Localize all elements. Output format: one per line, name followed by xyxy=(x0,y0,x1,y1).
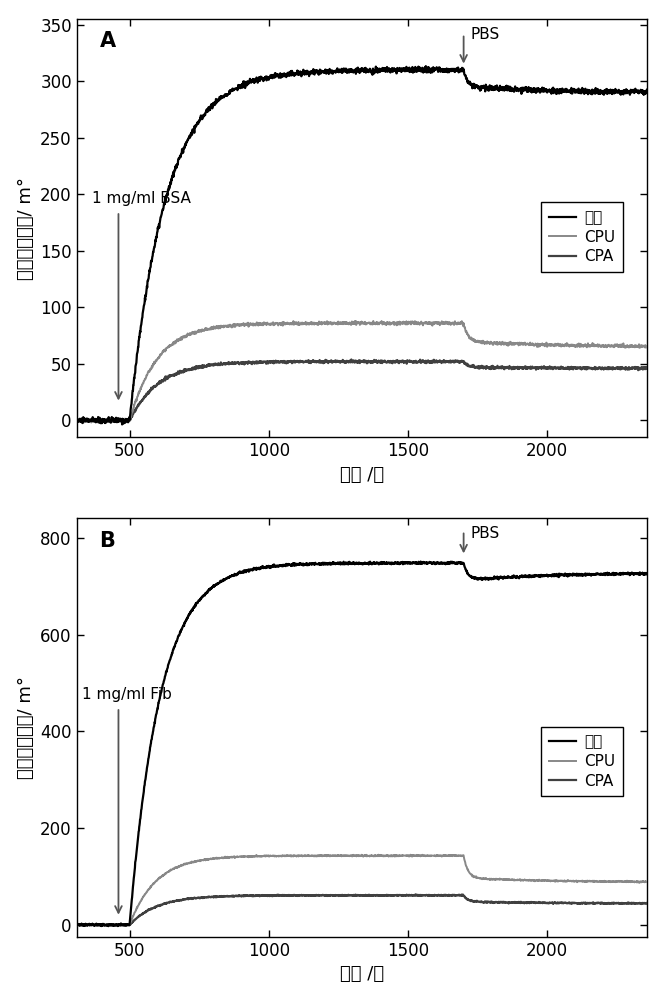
Text: 1 mg/ml Fib: 1 mg/ml Fib xyxy=(82,687,172,702)
Text: B: B xyxy=(100,531,116,551)
Text: PBS: PBS xyxy=(471,27,500,42)
Legend: 空白, CPU, CPA: 空白, CPU, CPA xyxy=(541,727,623,796)
X-axis label: 时间 /秒: 时间 /秒 xyxy=(340,965,384,983)
Text: A: A xyxy=(100,31,116,51)
Legend: 空白, CPU, CPA: 空白, CPU, CPA xyxy=(541,202,623,272)
Text: PBS: PBS xyxy=(471,526,500,541)
Y-axis label: 折射度数变化/ m°: 折射度数变化/ m° xyxy=(17,177,35,280)
Y-axis label: 折射度数变化/ m°: 折射度数变化/ m° xyxy=(17,676,35,779)
X-axis label: 时间 /秒: 时间 /秒 xyxy=(340,466,384,484)
Text: 1 mg/ml BSA: 1 mg/ml BSA xyxy=(92,191,191,206)
